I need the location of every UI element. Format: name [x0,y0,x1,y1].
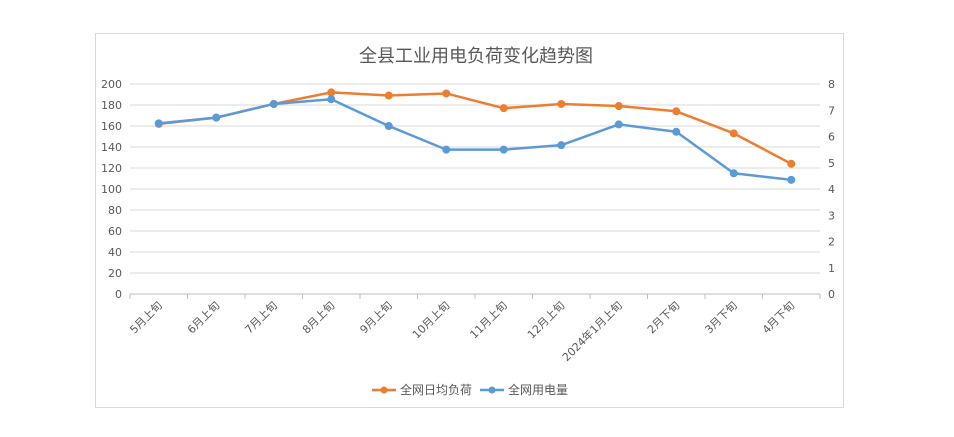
gridlines [130,83,820,295]
data-point [327,88,336,97]
right-tick-label: 7 [828,104,835,117]
x-tick-label: 3月下旬 [702,299,739,336]
series-line [158,97,792,182]
data-point [499,145,508,154]
data-point [442,89,451,98]
left-tick-label: 120 [101,162,122,175]
data-point [384,91,393,100]
left-tick-label: 200 [101,78,122,91]
legend: 全网日均负荷 全网用电量 [372,382,568,397]
data-point [672,107,681,116]
data-point [557,141,566,150]
legend-label: 全网日均负荷 [400,382,472,397]
x-tick-label: 4月下旬 [760,299,797,336]
x-tick-label: 5月上旬 [127,299,164,336]
left-tick-label: 100 [101,183,122,196]
data-point [154,119,163,128]
legend-label: 全网用电量 [508,382,568,397]
right-tick-label: 1 [828,262,835,275]
data-point [787,175,796,184]
right-axis-ticks: 0 1 2 3 4 5 6 7 8 [828,78,835,301]
x-tick-label: 8月上旬 [300,299,337,336]
left-tick-label: 20 [108,267,122,280]
data-point [787,159,796,168]
left-axis-ticks: 0 20 40 60 80 100 120 140 160 180 200 [101,78,122,301]
x-tick-label: 11月上旬 [467,299,509,341]
right-tick-label: 2 [828,236,835,249]
x-tick-label: 7月上旬 [242,299,279,336]
chart-frame [95,33,844,408]
x-tick-label: 6月上旬 [185,299,222,336]
series-lines [154,88,796,184]
left-tick-label: 60 [108,225,122,238]
data-point [672,127,681,136]
x-tick-label: 2024年1月上旬 [559,298,625,364]
data-point [384,122,393,130]
right-tick-label: 8 [828,78,835,91]
data-point [327,95,336,104]
data-point [442,145,451,154]
x-tick-label: 9月上旬 [357,299,394,336]
right-tick-label: 3 [828,209,835,222]
data-point [269,99,278,108]
legend-marker [380,386,388,394]
data-point [557,99,566,108]
left-tick-label: 0 [115,288,122,301]
legend-marker [488,386,496,394]
data-point [499,104,508,113]
chart-title: 全县工业用电负荷变化趋势图 [359,46,593,67]
left-tick-label: 180 [101,99,122,112]
left-tick-label: 160 [101,120,122,133]
right-tick-label: 6 [828,131,835,144]
x-axis-ticks: 5月上旬 6月上旬 7月上旬 8月上旬 9月上旬 10月上旬 11月上旬 12月上旬2024年… [127,294,821,364]
series-line [158,91,792,165]
left-tick-label: 140 [101,141,122,154]
data-point [212,113,221,122]
data-point [729,169,738,178]
x-tick-label: 10月上旬 [410,299,452,341]
data-point [614,102,623,111]
x-tick-label: 2月下旬 [645,299,682,336]
right-tick-label: 0 [828,288,835,301]
right-tick-label: 5 [828,157,835,170]
left-tick-label: 40 [108,246,122,259]
data-point [614,120,623,129]
x-tick-label: 12月上旬 [525,299,567,341]
left-tick-label: 80 [108,204,122,217]
data-point [729,129,738,138]
right-tick-label: 4 [828,183,835,196]
